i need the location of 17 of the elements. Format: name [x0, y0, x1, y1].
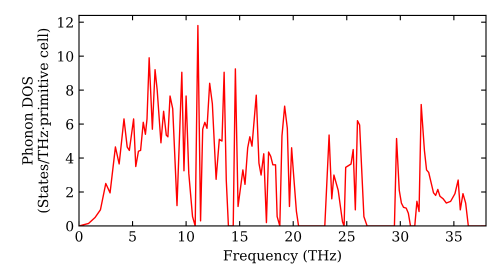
y-tick-label: 0	[66, 220, 74, 232]
x-axis-title: Frequency (THz)	[224, 250, 341, 264]
y-tick-label: 6	[66, 119, 74, 130]
y-tick-label: 2	[66, 186, 73, 198]
x-tick-label: 30	[392, 231, 408, 242]
y-tick-label: 12	[58, 17, 73, 28]
x-tick-label: 15	[232, 231, 248, 242]
x-tick-label: 25	[338, 231, 355, 242]
y-tick-label: 4	[66, 153, 74, 164]
x-tick-label: 5	[129, 231, 136, 242]
x-tick-label: 0	[75, 231, 82, 242]
x-tick-label: 20	[285, 231, 302, 242]
x-tick-label: 35	[446, 231, 462, 242]
x-tick-label: 10	[178, 231, 194, 242]
y-tick-label: 10	[58, 51, 74, 62]
y-tick-label: 8	[66, 85, 74, 96]
y-axis-title: Phonon DOS (States/THz·primitive cell)	[22, 28, 51, 213]
